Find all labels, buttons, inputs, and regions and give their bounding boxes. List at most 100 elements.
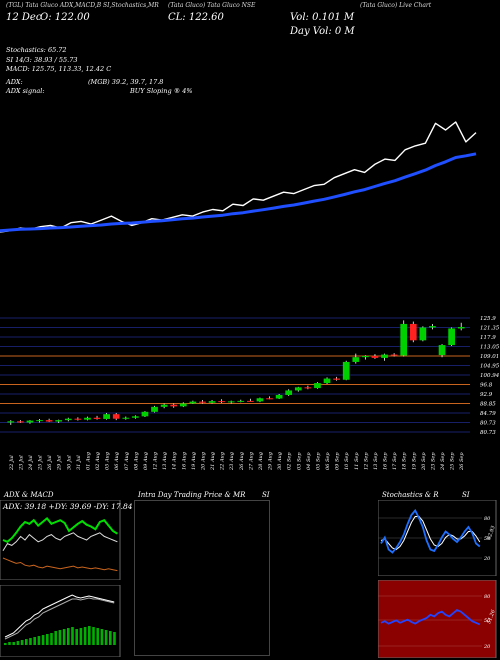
- open-label: O: 122.00: [40, 12, 90, 23]
- y-tick-label: 84.79: [480, 411, 496, 417]
- candle-body: [64, 418, 72, 421]
- macd-hist-bar: [100, 629, 104, 645]
- x-tick-label: 18 Sep: [402, 452, 408, 470]
- caption-right: (Tata Gluco) Live Chart: [360, 2, 432, 9]
- candlestick-chart: 125.9 121.35 117.9 113.05 109.01 104.95 100.94…: [0, 316, 500, 471]
- y-tick-label: 109.01: [480, 354, 499, 360]
- y-tick-label: 88.85: [480, 402, 496, 408]
- macd-frame: [0, 585, 121, 657]
- macd-hist-bar: [83, 627, 87, 645]
- x-tick-label: 20 Sep: [421, 452, 427, 471]
- x-tick-label: 13 Sep: [373, 452, 379, 470]
- macd-hist-bar: [41, 635, 45, 645]
- x-tick-label: 07 Aug: [124, 452, 130, 470]
- candle-body: [84, 417, 91, 420]
- y-tick-label: 100.94: [480, 373, 500, 379]
- y-tick-label: 96.8: [480, 383, 493, 389]
- y-tick-label: 121.35: [480, 326, 500, 332]
- candle-body: [227, 401, 235, 403]
- volume-label: Vol: 0.101 M: [290, 12, 355, 23]
- candle-body: [93, 417, 101, 419]
- candle-body: [7, 421, 15, 423]
- candle-body: [304, 387, 312, 389]
- macd-panel: [0, 585, 121, 657]
- candle-body: [112, 414, 120, 419]
- x-tick-label: 22 Jul: [9, 455, 15, 471]
- y-tick-label: 125.9: [480, 316, 496, 322]
- macd-hist-bar: [29, 638, 32, 645]
- macd-hist-bar: [8, 642, 11, 645]
- candle-body: [314, 383, 321, 389]
- x-tick-label: 26 Aug: [239, 452, 245, 471]
- candle-body: [103, 414, 110, 419]
- adx-plus-line: [2, 516, 118, 543]
- x-tick-label: 23 Sep: [430, 452, 436, 471]
- y-tick-label: 80.73: [480, 430, 496, 436]
- macd-hist-bar: [92, 627, 95, 645]
- candle-body: [132, 416, 139, 418]
- x-tick-label: 24 Jul: [28, 455, 34, 471]
- x-tick-label: 20 Aug: [200, 452, 206, 471]
- macd-hist-bar: [62, 629, 66, 645]
- macd-hist-bar: [113, 632, 116, 645]
- candle-body: [247, 400, 254, 402]
- y-tick-label: 117.9: [480, 335, 496, 341]
- candle-body: [26, 420, 34, 423]
- candle-body: [208, 401, 216, 403]
- x-tick-label: 05 Aug: [105, 452, 111, 470]
- x-tick-label: 06 Sep: [325, 452, 331, 470]
- day-vol-label: Day Vol: 0 M: [290, 26, 355, 37]
- rsi-panel: 80 50 20 51.26: [378, 580, 497, 658]
- x-tick-label: 09 Aug: [143, 452, 149, 470]
- candle-body: [141, 411, 149, 417]
- rsi-line: [380, 608, 481, 626]
- ma-line: [0, 152, 477, 233]
- close-label: CL: 122.60: [168, 12, 224, 23]
- candle-body: [285, 390, 293, 395]
- macd-signal-line: [4, 597, 115, 640]
- candle-body: [151, 406, 158, 412]
- y-tick-label: 80.73: [480, 421, 496, 427]
- rsi-level-label: 80: [484, 594, 491, 600]
- adx-panel-title: ADX & MACD: [4, 491, 54, 499]
- candle-body: [256, 398, 264, 402]
- x-tick-label: 02 Aug: [95, 452, 101, 470]
- x-tick-label: 27 Aug: [248, 452, 254, 471]
- x-tick-label: 30 Jul: [66, 455, 72, 470]
- candle-body: [457, 327, 465, 329]
- candle-body: [352, 357, 360, 362]
- x-tick-label: 09 Sep: [335, 452, 341, 470]
- x-tick-label: 24 Sep: [440, 452, 446, 471]
- x-tick-label: 23 Aug: [229, 452, 235, 471]
- macd-line: [4, 594, 115, 638]
- macd-text: MACD: 125.75, 113.33, 12.42 C: [6, 65, 112, 73]
- x-tick-label: 17 Sep: [392, 452, 398, 470]
- macd-hist-bar: [20, 640, 24, 645]
- date-label: 12 Dec: [6, 12, 42, 23]
- price-line: [0, 121, 477, 233]
- caption-left: (TGL) Tata Gluco ADX,MACD,B SI,Stochasti…: [6, 2, 159, 9]
- adx-line: [2, 532, 118, 552]
- candle-body: [74, 418, 82, 420]
- x-tick-label: 26 Sep: [459, 452, 465, 471]
- y-tick-label: 92.9: [480, 392, 493, 398]
- y-tick-label: 113.05: [480, 345, 500, 351]
- x-tick-label: 03 Sep: [296, 452, 302, 470]
- macd-hist-bar: [54, 631, 57, 645]
- macd-hist-bar: [71, 627, 74, 645]
- rsi-current-label: 51.26: [486, 608, 497, 624]
- candle-body: [55, 420, 63, 422]
- macd-hist-bar: [16, 641, 20, 645]
- x-tick-label: 19 Sep: [411, 452, 417, 470]
- macd-hist-bar: [25, 639, 28, 645]
- macd-hist-bar: [67, 628, 70, 645]
- candle-body: [323, 378, 331, 384]
- x-tick-label: 29 Jul: [57, 455, 63, 471]
- stoch-level-label: 20: [483, 556, 491, 562]
- candle-body: [419, 327, 427, 341]
- stochastics-panel: 80 50 20 62.93: [378, 500, 497, 576]
- candle-body: [333, 378, 340, 380]
- candle-body: [409, 323, 417, 341]
- x-tick-label: 13 Aug: [162, 452, 168, 470]
- x-tick-label: 06 Aug: [114, 452, 120, 470]
